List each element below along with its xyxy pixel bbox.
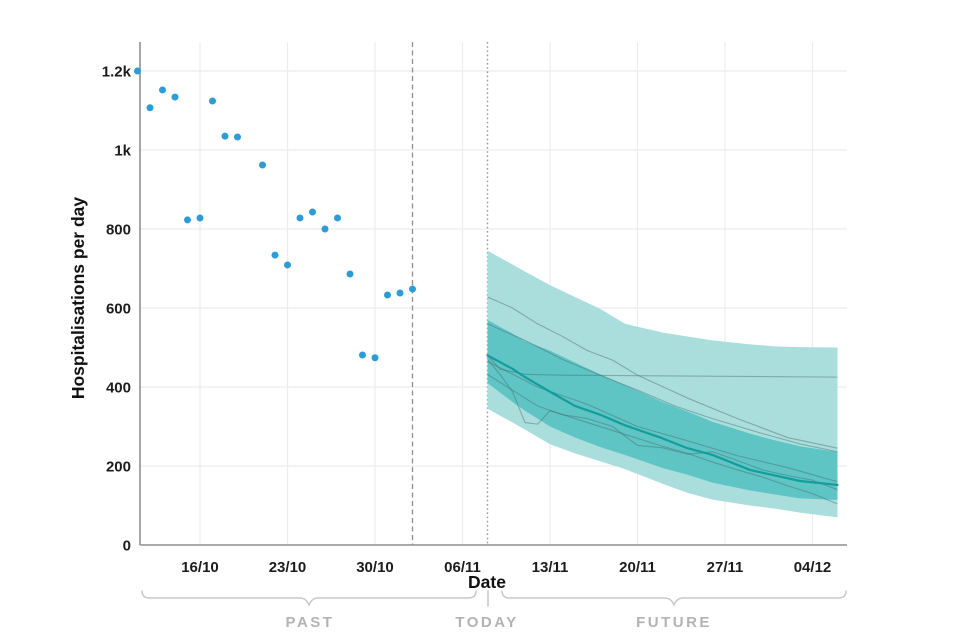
- observed-point[interactable]: [221, 132, 229, 140]
- x-tick-label: 16/10: [181, 559, 219, 576]
- x-tick-label: 13/11: [532, 559, 569, 576]
- future-zone-label: FUTURE: [636, 614, 712, 631]
- forecast-trajectory-line: [487, 358, 838, 491]
- observed-point[interactable]: [134, 67, 141, 75]
- past-zone-label: PAST: [286, 614, 335, 631]
- observed-point[interactable]: [146, 104, 154, 112]
- y-axis-title: Hospitalisations per day: [68, 197, 88, 400]
- observed-point[interactable]: [409, 285, 416, 293]
- forecast-inner-band[interactable]: [487, 319, 838, 500]
- x-tick-label: 04/12: [794, 559, 832, 576]
- y-tick-label: 1k: [114, 143, 131, 160]
- x-tick-label: 23/10: [269, 559, 307, 576]
- x-tick-label: 30/10: [356, 559, 394, 576]
- y-tick-label: 1.2k: [102, 64, 132, 81]
- observed-point[interactable]: [296, 214, 304, 222]
- observed-point[interactable]: [334, 214, 341, 222]
- observed-point[interactable]: [171, 93, 179, 101]
- x-tick-label: 20/11: [619, 559, 656, 576]
- y-tick-label: 400: [106, 380, 131, 397]
- observed-point[interactable]: [346, 270, 354, 278]
- future-brace: [501, 590, 847, 607]
- y-tick-label: 0: [123, 538, 131, 555]
- today-zone-label: TODAY: [455, 614, 518, 631]
- observed-point[interactable]: [309, 208, 316, 216]
- y-tick-label: 800: [106, 222, 131, 239]
- y-tick-label: 200: [106, 459, 131, 476]
- x-tick-label: 27/11: [707, 559, 744, 576]
- past-brace: [141, 590, 477, 607]
- observed-point[interactable]: [271, 251, 279, 259]
- observed-point[interactable]: [359, 351, 366, 359]
- forecast-trajectory-line: [487, 373, 838, 505]
- observed-point[interactable]: [371, 354, 379, 362]
- forecast-trajectory-line: [487, 323, 838, 453]
- forecast-trajectory-line: [487, 355, 838, 378]
- observed-point[interactable]: [259, 161, 266, 169]
- observed-point[interactable]: [209, 97, 216, 105]
- observed-point[interactable]: [196, 214, 204, 222]
- observed-point[interactable]: [159, 86, 166, 94]
- x-tick-label: 06/11: [444, 559, 481, 576]
- observed-point[interactable]: [284, 261, 291, 269]
- forecast-trajectory-line: [487, 296, 838, 449]
- observed-point[interactable]: [184, 216, 191, 224]
- observed-point[interactable]: [234, 133, 241, 141]
- observed-point[interactable]: [384, 291, 391, 299]
- observed-point[interactable]: [321, 225, 329, 233]
- x-axis-title: Date: [468, 572, 506, 592]
- forecast-median-line[interactable]: [486, 354, 839, 487]
- observed-point[interactable]: [396, 289, 404, 297]
- y-tick-label: 600: [106, 301, 131, 318]
